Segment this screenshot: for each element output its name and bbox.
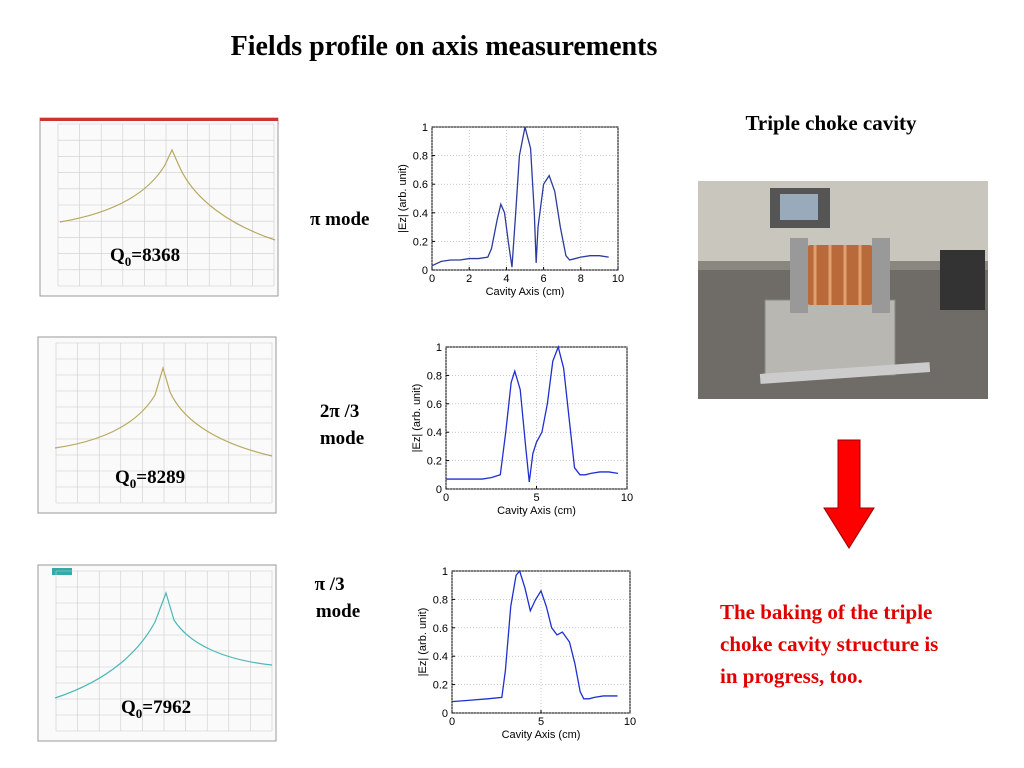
analyzer-screen [37, 336, 277, 514]
q-sub: 0 [125, 254, 132, 269]
mode-label: π mode [310, 209, 370, 230]
q-symbol: Q [121, 697, 136, 718]
plot-area [445, 346, 628, 490]
mode-line: mode [320, 428, 364, 449]
q-value: =8368 [131, 245, 180, 266]
q-label: Q0=7962 [121, 697, 191, 721]
note-line: The baking of the triple [720, 600, 932, 624]
field-plot: 0 5 10 0 0.2 0.4 0.6 0.8 1 Cavity Axis (cm) |Ez| (… [417, 566, 636, 741]
x-axis-label: Cavity Axis (cm) [497, 505, 576, 517]
mode-line: π mode [310, 209, 370, 230]
plot-area [431, 126, 619, 271]
y-tick-label: 1 [442, 566, 448, 578]
mode-line: π /3 [315, 574, 345, 595]
y-tick-label: 0 [422, 265, 428, 277]
y-tick-label: 0.8 [413, 151, 428, 163]
y-tick-label: 0.6 [413, 179, 428, 191]
x-tick-label: 0 [429, 273, 435, 285]
x-tick-label: 10 [612, 273, 624, 285]
y-tick-label: 0 [442, 708, 448, 720]
q-sub: 0 [130, 476, 137, 491]
q-label: Q0=8289 [115, 467, 185, 491]
cavity-photo [698, 181, 988, 399]
y-tick-label: 0.4 [413, 208, 428, 220]
q-symbol: Q [115, 467, 130, 488]
mode-line: mode [316, 601, 360, 622]
cavity-title: Triple choke cavity [745, 111, 917, 135]
y-tick-label: 0.4 [433, 651, 448, 663]
y-tick-label: 0.4 [427, 427, 442, 439]
x-tick-label: 6 [541, 273, 547, 285]
note-line: choke cavity structure is [720, 632, 938, 656]
note-line: in progress, too. [720, 664, 863, 688]
y-tick-label: 0.2 [433, 680, 448, 692]
x-axis-label: Cavity Axis (cm) [502, 729, 581, 741]
x-tick-label: 8 [578, 273, 584, 285]
analyzer-screen [39, 117, 279, 297]
mode-line: 2π /3 [320, 401, 359, 422]
y-tick-label: 0 [436, 484, 442, 496]
field-curve [431, 126, 609, 268]
x-tick-label: 10 [621, 492, 633, 504]
field-curve [451, 569, 618, 703]
x-tick-label: 5 [533, 492, 539, 504]
x-tick-label: 0 [443, 492, 449, 504]
field-curve [446, 344, 619, 482]
q-value: =7962 [142, 697, 191, 718]
q-value: =8289 [136, 467, 185, 488]
mode-label: π /3 mode [315, 574, 361, 622]
x-tick-label: 0 [449, 716, 455, 728]
field-plot: 0 2 4 6 8 10 0 0.2 0.4 0.6 0.8 1 Cavity Axis (cm) |Ez… [397, 122, 624, 298]
mode-label: 2π /3 mode [320, 401, 364, 449]
x-tick-label: 5 [538, 716, 544, 728]
y-tick-label: 0.8 [433, 594, 448, 606]
q-label: Q0=8368 [110, 245, 180, 269]
y-axis-label: |Ez| (arb. unit) [411, 384, 423, 453]
q-symbol: Q [110, 245, 125, 266]
analyzer-screen [37, 564, 277, 742]
y-tick-label: 0.8 [427, 370, 442, 382]
x-axis-label: Cavity Axis (cm) [486, 286, 565, 298]
y-tick-label: 0.6 [427, 399, 442, 411]
x-tick-label: 2 [466, 273, 472, 285]
x-tick-label: 10 [624, 716, 636, 728]
y-tick-label: 0.2 [413, 236, 428, 248]
y-axis-label: |Ez| (arb. unit) [417, 608, 429, 677]
note: The baking of the triple choke cavity st… [720, 600, 944, 688]
down-arrow [823, 439, 875, 549]
y-tick-label: 1 [436, 342, 442, 354]
slide-title: Fields profile on axis measurements [231, 31, 658, 62]
x-tick-label: 4 [503, 273, 509, 285]
y-tick-label: 1 [422, 122, 428, 134]
y-tick-label: 0.6 [433, 623, 448, 635]
field-plot: 0 5 10 0 0.2 0.4 0.6 0.8 1 Cavity Axis (cm) |Ez| (… [411, 342, 633, 517]
y-tick-label: 0.2 [427, 456, 442, 468]
y-axis-label: |Ez| (arb. unit) [397, 164, 409, 233]
q-sub: 0 [136, 706, 143, 721]
